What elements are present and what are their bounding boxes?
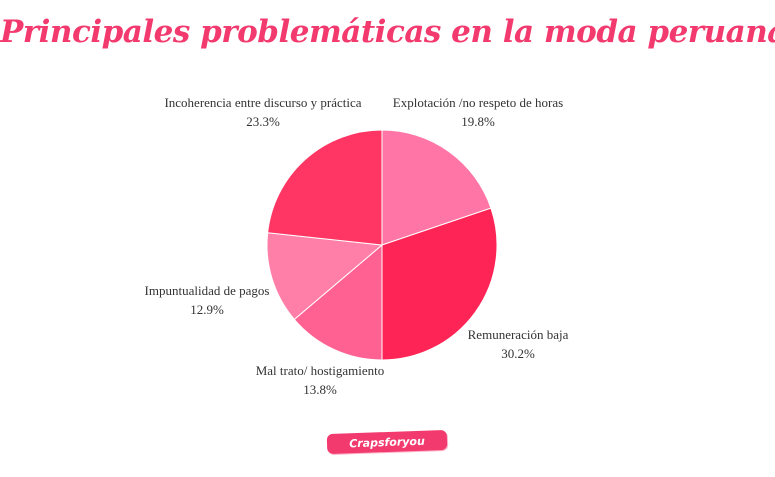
brand-logo: Crapsforyou bbox=[326, 429, 448, 455]
slice-label-explotacion-no-respeto-de-horas: Explotación /no respeto de horas bbox=[393, 95, 563, 110]
slice-percent-incoherencia-entre-discurso-y-practica: 23.3% bbox=[246, 114, 280, 129]
slice-percent-mal-trato-hostigamiento: 13.8% bbox=[303, 382, 337, 397]
chart-title: Principales problemáticas en la moda per… bbox=[0, 14, 775, 50]
pie-slice-remuneracion-baja bbox=[381, 207, 498, 361]
slice-percent-impuntualidad-de-pagos: 12.9% bbox=[190, 302, 224, 317]
pie-slice-impuntualidad-de-pagos bbox=[266, 232, 384, 321]
pie-slice-incoherencia-entre-discurso-y-practica bbox=[267, 129, 383, 246]
slice-label-impuntualidad-de-pagos: Impuntualidad de pagos bbox=[145, 283, 270, 298]
slice-percent-explotacion-no-respeto-de-horas: 19.8% bbox=[461, 114, 495, 129]
pie-slice-explotacion-no-respeto-de-horas bbox=[381, 129, 492, 246]
slice-percent-remuneracion-baja: 30.2% bbox=[501, 346, 535, 361]
slice-label-mal-trato-hostigamiento: Mal trato/ hostigamiento bbox=[256, 363, 385, 378]
slice-label-incoherencia-entre-discurso-y-practica: Incoherencia entre discurso y práctica bbox=[164, 95, 361, 110]
slice-label-remuneracion-baja: Remuneración baja bbox=[468, 327, 569, 342]
pie-slice-mal-trato-hostigamiento bbox=[293, 243, 383, 361]
